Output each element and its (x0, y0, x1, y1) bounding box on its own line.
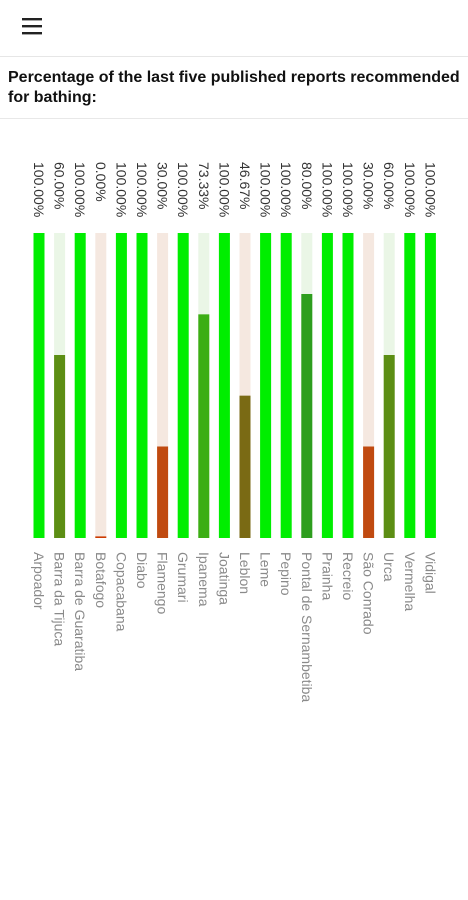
app-bar (0, 0, 468, 57)
data-label: 60.00% (381, 162, 397, 209)
category-label: Vidigal (422, 552, 438, 594)
bar (33, 233, 45, 538)
bar (95, 536, 107, 538)
data-label: 100.00% (134, 162, 150, 217)
data-label: 100.00% (113, 162, 129, 217)
category-label: Ipanema (196, 552, 212, 607)
data-label: 100.00% (175, 162, 191, 217)
category-label: Joatinga (216, 552, 232, 605)
category-label: Diabo (134, 552, 150, 589)
hamburger-menu-icon[interactable] (12, 10, 52, 46)
category-label: Copacabana (113, 552, 129, 632)
data-label: 100.00% (278, 162, 294, 217)
data-label: 100.00% (258, 162, 274, 217)
bathing-chart: 100.00% Arpoador 60.00% Barra da Tijuca 100.… (31, 162, 438, 702)
data-label: 60.00% (52, 162, 68, 209)
data-label: 80.00% (299, 162, 315, 209)
bar (383, 355, 395, 538)
category-label: Arpoador (31, 552, 47, 610)
bar-track (239, 233, 251, 538)
data-label: 100.00% (31, 162, 47, 217)
data-label: 100.00% (402, 162, 418, 217)
bar-track (95, 233, 107, 538)
category-label: Barra da Tijuca (52, 552, 68, 646)
category-label: Leme (258, 552, 274, 587)
bar (239, 395, 251, 538)
category-label: Botafogo (93, 552, 109, 608)
bar (301, 294, 313, 538)
data-label: 100.00% (319, 162, 335, 217)
data-label: 30.00% (361, 162, 377, 209)
category-label: São Conrado (361, 552, 377, 635)
data-label: 73.33% (196, 162, 212, 209)
category-label: Flamengo (155, 552, 171, 614)
category-label: Grumari (175, 552, 191, 603)
bar (260, 233, 272, 538)
bar (321, 233, 333, 538)
bar (342, 233, 354, 538)
category-label: Prainha (319, 552, 335, 600)
bar (363, 446, 375, 538)
data-label: 0.00% (93, 162, 109, 202)
category-label: Pepino (278, 552, 294, 596)
bar (424, 233, 436, 538)
category-label: Pontal de Sernambetiba (299, 552, 315, 702)
page-title: Percentage of the last five published re… (8, 69, 460, 106)
category-label: Vermelha (402, 552, 418, 611)
bar (115, 233, 127, 538)
bar (157, 446, 169, 538)
data-label: 100.00% (340, 162, 356, 217)
bar (54, 355, 66, 538)
category-label: Leblon (237, 552, 253, 594)
bar (136, 233, 148, 538)
bar (404, 233, 416, 538)
data-label: 100.00% (422, 162, 438, 217)
bar (198, 314, 210, 538)
category-label: Urca (381, 552, 397, 582)
bar (280, 233, 292, 538)
bar (177, 233, 189, 538)
header-divider (0, 118, 468, 119)
bar-track (157, 233, 169, 538)
data-label: 100.00% (72, 162, 88, 217)
bar-track (363, 233, 375, 538)
category-label: Barra de Guaratiba (72, 552, 88, 671)
data-label: 100.00% (216, 162, 232, 217)
category-label: Recreio (340, 552, 356, 600)
bar (218, 233, 230, 538)
data-label: 46.67% (237, 162, 253, 209)
data-label: 30.00% (155, 162, 171, 209)
bar (74, 233, 86, 538)
